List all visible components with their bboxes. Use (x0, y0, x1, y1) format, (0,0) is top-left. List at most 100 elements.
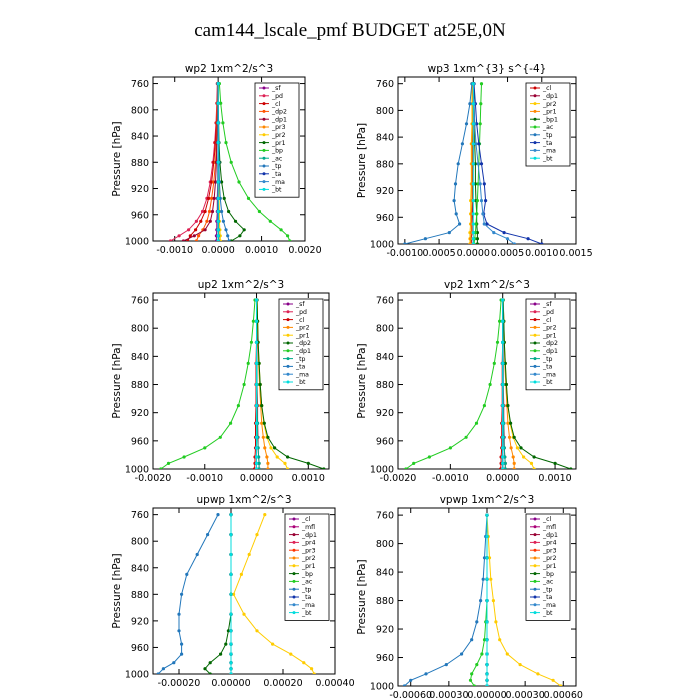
x-tick-label: -0.0010 (432, 473, 469, 484)
legend-label: _bp1 (542, 116, 558, 123)
legend-label: _ac (301, 579, 313, 586)
data-point (412, 461, 416, 465)
data-point (258, 382, 262, 387)
legend-label: _cl (271, 101, 280, 108)
legend-marker (533, 533, 537, 537)
data-point (236, 404, 240, 408)
data-point (229, 642, 233, 646)
data-point (254, 404, 259, 408)
data-point (216, 180, 220, 184)
data-point (188, 234, 192, 238)
data-point (227, 239, 231, 241)
data-point (471, 122, 475, 126)
legend-label: _mfl (301, 524, 315, 531)
legend-marker (286, 302, 290, 306)
data-point (206, 533, 210, 537)
legend-label: _mfl (542, 524, 556, 531)
data-point (254, 421, 259, 425)
legend-box (254, 82, 300, 198)
legend-marker (292, 517, 296, 521)
x-tick-label: 0.00020 (263, 678, 302, 689)
data-point (409, 678, 413, 682)
legend-label: _pr1 (295, 332, 310, 339)
series-line (404, 515, 488, 686)
data-point (485, 652, 489, 656)
y-tick-label: 760 (131, 79, 149, 90)
data-point (471, 237, 475, 241)
data-point (502, 231, 506, 235)
data-point (501, 298, 505, 302)
series-line (233, 514, 315, 674)
legend-label: _dp1 (271, 116, 287, 123)
data-point (254, 455, 259, 459)
x-tick-label: -0.0010 (156, 245, 193, 256)
data-point (512, 242, 516, 244)
data-point (177, 629, 181, 633)
data-point (487, 556, 492, 560)
y-tick-label: 1000 (370, 240, 394, 251)
data-point (479, 102, 483, 106)
y-tick-label: 1000 (125, 670, 149, 681)
data-point (286, 467, 290, 469)
data-point (471, 231, 475, 235)
y-tick-label: 960 (376, 436, 394, 447)
legend-label: _bt (301, 610, 312, 617)
legend-marker (292, 548, 296, 552)
series-line (405, 299, 502, 469)
legend-label: _dp2 (542, 340, 558, 347)
data-point (512, 467, 516, 469)
data-point (254, 361, 259, 365)
legend-marker (533, 125, 537, 129)
data-point (532, 467, 536, 469)
legend-label: _tp (542, 132, 553, 139)
legend-marker (533, 109, 537, 113)
x-tick-label: 0.00000 (211, 678, 250, 689)
data-point (424, 672, 428, 676)
y-tick-label: 800 (376, 539, 394, 550)
data-point (257, 461, 261, 465)
data-point (485, 577, 489, 581)
data-point (501, 404, 505, 408)
legend-marker (533, 364, 537, 368)
panel-title: wp2 1xm^2/s^3 (185, 63, 273, 75)
data-point (505, 652, 509, 656)
data-point (216, 228, 220, 232)
series-group (402, 513, 563, 686)
legend-label: _pd (542, 309, 554, 316)
legend: _sf_pd_cl_pr2_pr1_dp2_dp1_tp_ta_ma_bt (525, 298, 571, 391)
y-tick-label: 880 (131, 380, 149, 391)
series-line (170, 83, 218, 241)
data-point (464, 122, 469, 126)
data-point (482, 182, 486, 186)
data-point (456, 162, 460, 166)
legend-label: _bp (542, 571, 554, 578)
legend-marker (292, 579, 296, 583)
data-point (238, 234, 242, 238)
legend-label: _pd (271, 93, 283, 100)
legend-label: _ac (271, 155, 283, 162)
data-point (481, 212, 485, 216)
legend-marker (533, 548, 537, 552)
data-point (480, 652, 484, 656)
legend-marker (262, 180, 266, 184)
series-line (183, 83, 219, 241)
legend-label: _bt (542, 610, 553, 617)
y-axis-label: Pressure [hPa] (111, 343, 123, 418)
data-point (229, 533, 233, 537)
x-tick-label: 0.00060 (544, 690, 583, 700)
legend-label: _bt (295, 379, 306, 386)
series-group (168, 82, 292, 241)
legend-marker (533, 572, 537, 576)
data-point (286, 455, 290, 459)
data-point (261, 435, 265, 439)
series-line (157, 514, 219, 674)
data-point (454, 212, 458, 216)
legend-label: _tp (271, 163, 282, 170)
series-line (486, 515, 562, 686)
data-point (286, 234, 290, 238)
x-tick-label: -0.0020 (380, 473, 417, 484)
data-point (269, 446, 273, 450)
data-point (229, 552, 233, 557)
data-point (501, 435, 505, 439)
legend-marker (262, 141, 266, 145)
